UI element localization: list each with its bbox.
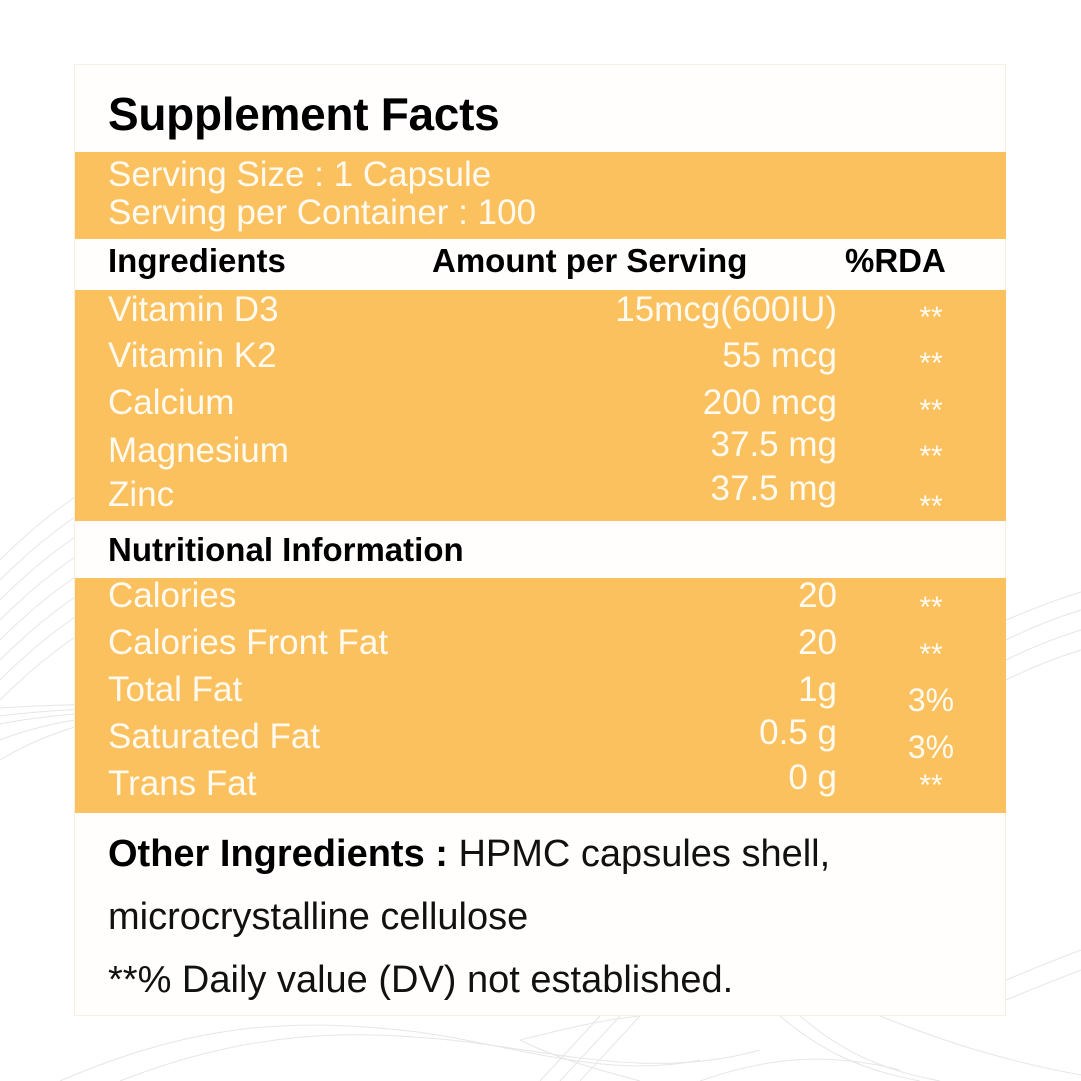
ingredient-row: Vitamin D3 15mcg(600IU) ** (75, 290, 1006, 336)
ingredient-name: Vitamin D3 (108, 290, 279, 329)
nutrient-name: Total Fat (108, 670, 243, 709)
ingredient-amount: 55 mcg (722, 336, 837, 375)
ingredient-name: Magnesium (108, 431, 289, 470)
nutrition-row: Saturated Fat 0.5 g 3% (75, 713, 1006, 765)
column-header-rda: %RDA (845, 242, 946, 279)
ingredient-rda: ** (919, 440, 943, 473)
nutrient-rda: ** (919, 591, 943, 624)
servings-per-container: Serving per Container : 100 (108, 193, 537, 232)
nutrition-band (75, 578, 1006, 813)
ingredient-rda: ** (919, 347, 943, 380)
other-ingredients-label: Other Ingredients : (108, 833, 448, 875)
nutrient-amount: 0.5 g (759, 713, 837, 752)
nutrient-name: Saturated Fat (108, 717, 321, 756)
ingredient-amount: 37.5 mg (710, 469, 837, 508)
nutrient-rda: ** (919, 638, 943, 671)
ingredient-name: Calcium (108, 383, 235, 422)
nutrient-name: Calories Front Fat (108, 623, 389, 662)
ingredient-amount: 200 mcg (702, 383, 837, 422)
nutrition-row: Total Fat 1g 3% (75, 670, 1006, 718)
ingredient-row: Calcium 200 mcg ** (75, 383, 1006, 429)
ingredient-rda: ** (919, 490, 943, 523)
nutrient-name: Trans Fat (108, 764, 257, 803)
ingredient-rda: ** (919, 301, 943, 334)
nutrient-rda: ** (919, 769, 943, 802)
serving-size: Serving Size : 1 Capsule (108, 155, 492, 194)
ingredient-row: Vitamin K2 55 mcg ** (75, 336, 1006, 382)
ingredient-row: Magnesium 37.5 mg ** (75, 425, 1006, 475)
other-ingredients-block: Other Ingredients : HPMC capsules shell,… (108, 823, 998, 1012)
nutrient-amount: 1g (798, 670, 837, 709)
nutrition-row: Calories 20 ** (75, 576, 1006, 624)
nutrient-amount: 20 (798, 623, 837, 662)
nutrient-name: Calories (108, 576, 237, 615)
column-header-amount: Amount per Serving (432, 242, 748, 279)
dv-footnote: **% Daily value (DV) not established. (108, 959, 734, 1001)
nutrient-amount: 0 g (788, 758, 837, 797)
other-ingredients: Other Ingredients : HPMC capsules shell,… (108, 823, 998, 949)
ingredient-rda: ** (919, 394, 943, 427)
serving-band (75, 152, 1006, 239)
ingredient-amount: 15mcg(600IU) (615, 290, 837, 329)
nutritional-information-heading: Nutritional Information (108, 531, 464, 568)
supplement-facts-card: Supplement Facts Serving Size : 1 Capsul… (74, 64, 1006, 1016)
page-title: Supplement Facts (108, 88, 500, 140)
nutrient-rda: 3% (907, 682, 955, 718)
nutrient-amount: 20 (798, 576, 837, 615)
ingredient-name: Vitamin K2 (108, 336, 277, 375)
ingredients-band (75, 290, 1006, 521)
nutrition-row: Trans Fat 0 g ** (75, 758, 1006, 810)
ingredient-amount: 37.5 mg (710, 425, 837, 464)
ingredient-row: Zinc 37.5 mg ** (75, 469, 1006, 523)
other-ingredients-text: HPMC capsules shell, microcrystalline ce… (108, 833, 831, 938)
column-header-ingredients: Ingredients (108, 242, 286, 279)
nutrition-row: Calories Front Fat 20 ** (75, 623, 1006, 671)
ingredient-name: Zinc (108, 475, 175, 514)
nutrient-rda: 3% (907, 729, 955, 765)
